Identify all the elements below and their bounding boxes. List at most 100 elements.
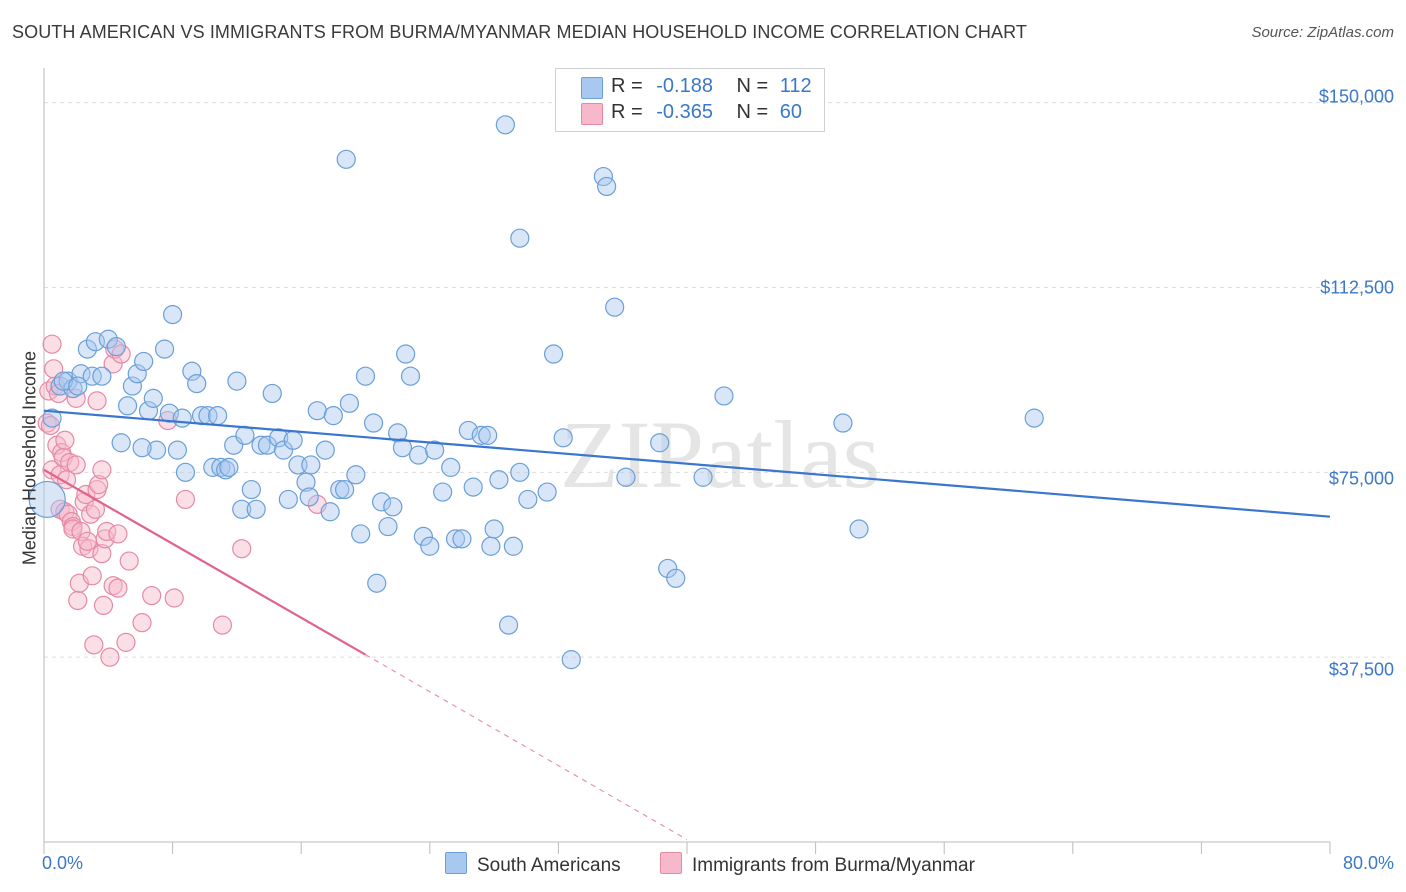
south-american-point	[336, 149, 356, 169]
south-american-point	[71, 364, 91, 384]
south-american-point	[413, 526, 433, 547]
burma-point	[77, 531, 98, 551]
burma-point	[63, 519, 83, 539]
south-american-point	[241, 479, 261, 500]
south-american-point	[355, 366, 376, 386]
south-american-point	[458, 420, 478, 441]
chart-title: SOUTH AMERICAN VS IMMIGRANTS FROM BURMA/…	[12, 22, 1027, 42]
burma-point	[42, 334, 62, 354]
burma-trend-extension	[365, 654, 688, 841]
burma-point	[108, 578, 128, 598]
pink-swatch-icon	[581, 103, 603, 125]
south-american-point	[543, 344, 564, 364]
legend-item-south-americans[interactable]: South Americans	[445, 852, 621, 877]
south-american-point	[510, 462, 530, 482]
south-americans-trend-line	[43, 409, 1331, 518]
south-american-point	[553, 428, 573, 448]
south-american-point	[400, 366, 421, 386]
south-american-point	[484, 519, 504, 539]
n-label: N =	[736, 101, 769, 123]
south-american-point	[346, 465, 366, 485]
south-american-point	[561, 650, 581, 670]
south-american-point	[53, 371, 73, 391]
south-american-point	[339, 393, 360, 413]
south-american-point	[117, 396, 138, 416]
burma-point	[175, 489, 196, 510]
burma-point	[92, 460, 112, 480]
south-american-point	[650, 433, 670, 453]
south-american-point	[367, 573, 387, 593]
legend-label: Immigrants from Burma/Myanmar	[692, 855, 975, 876]
south-american-point	[159, 403, 179, 423]
south-american-point	[299, 487, 319, 507]
blue-swatch-icon	[581, 77, 603, 99]
burma-point	[100, 647, 120, 667]
south-american-point	[251, 435, 271, 455]
south-american-point	[495, 115, 515, 135]
burma-point	[71, 521, 91, 542]
burma-point	[68, 590, 88, 611]
south-american-point	[219, 457, 239, 477]
south-american-point	[82, 366, 102, 386]
south-american-point	[693, 467, 713, 487]
axes	[43, 68, 1331, 854]
south-american-point	[503, 536, 523, 556]
south-american-point	[714, 386, 734, 406]
south-american-point	[127, 364, 147, 384]
south-american-point	[68, 376, 88, 396]
south-american-point	[315, 440, 335, 460]
burma-point	[212, 615, 233, 635]
south-american-point	[383, 497, 403, 517]
south-american-point	[132, 438, 152, 458]
south-american-point	[330, 479, 350, 500]
south-american-point	[278, 489, 298, 510]
south-american-point	[320, 502, 340, 522]
south-american-point	[498, 615, 519, 635]
series-immigrants-burma-points	[37, 334, 327, 667]
burma-point	[40, 415, 61, 436]
south-american-point	[849, 519, 869, 539]
south-american-point	[262, 383, 282, 404]
watermark: ZIPatlas	[560, 401, 880, 508]
r-label: R =	[611, 75, 643, 97]
south-american-point	[452, 529, 472, 549]
south-american-point	[471, 425, 491, 445]
y-tick-label: $150,000	[1318, 86, 1394, 107]
r-value: -0.188	[656, 75, 713, 97]
south-american-point	[605, 297, 625, 317]
south-american-point	[351, 524, 371, 544]
south-american-point	[433, 482, 453, 502]
south-american-point	[134, 351, 154, 372]
south-american-point	[323, 406, 343, 426]
south-american-point	[445, 529, 466, 549]
south-american-point	[420, 536, 440, 556]
legend-label: South Americans	[477, 855, 621, 876]
south-american-point	[167, 440, 188, 460]
south-american-point	[537, 482, 557, 502]
south-american-point	[154, 339, 175, 359]
burma-point	[89, 475, 109, 495]
stats-box: R = -0.188 N = 112 R = -0.365 N = 60	[555, 68, 825, 132]
south-american-point	[208, 406, 228, 426]
south-american-point	[227, 371, 247, 391]
south-american-point	[106, 337, 126, 357]
south-american-point	[616, 467, 636, 487]
burma-point	[232, 539, 252, 559]
burma-point	[82, 566, 102, 586]
south-american-point	[246, 499, 266, 519]
burma-point	[79, 539, 99, 559]
burma-point	[108, 524, 128, 544]
r-label: R =	[611, 101, 643, 123]
burma-point	[164, 588, 184, 608]
south-american-point	[92, 366, 112, 386]
south-american-point	[1024, 408, 1044, 428]
south-american-point	[388, 423, 408, 443]
n-value: 112	[779, 75, 812, 97]
legend-item-immigrants-burma[interactable]: Immigrants from Burma/Myanmar	[660, 852, 975, 877]
south-american-point	[335, 479, 355, 500]
south-american-point	[77, 339, 98, 359]
series-south-americans-points	[28, 115, 1044, 670]
south-american-point	[143, 388, 163, 408]
south-american-point	[187, 374, 207, 394]
south-american-point	[28, 480, 66, 519]
